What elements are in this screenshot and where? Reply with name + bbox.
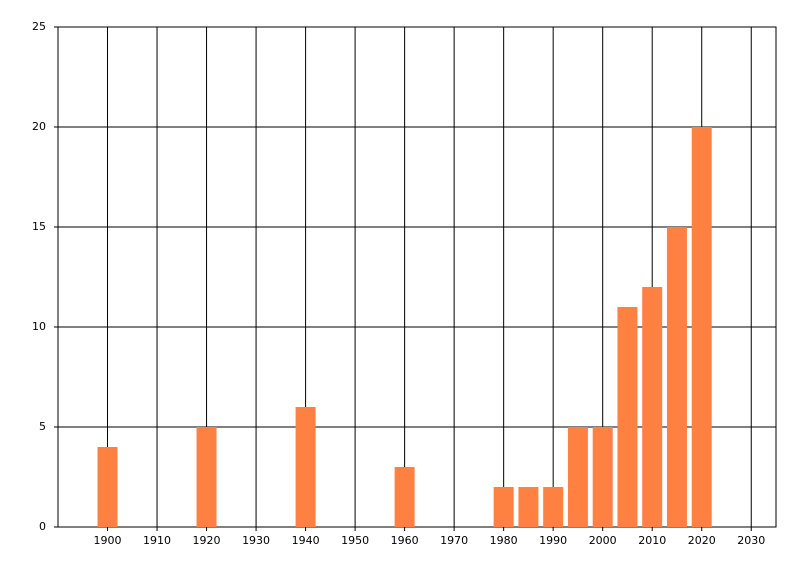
x-tick-label: 1940: [292, 534, 320, 547]
y-tick-label: 10: [32, 320, 46, 333]
x-tick-label: 2000: [589, 534, 617, 547]
bar: [394, 467, 415, 527]
bar: [97, 447, 118, 527]
bar: [642, 287, 663, 527]
x-tick-label: 1920: [193, 534, 221, 547]
x-tick-label: 2020: [688, 534, 716, 547]
bar: [592, 427, 613, 527]
bar: [543, 487, 564, 527]
y-tick-label: 0: [39, 520, 46, 533]
x-tick-label: 1910: [143, 534, 171, 547]
bar: [567, 427, 588, 527]
bar: [518, 487, 539, 527]
y-tick-label: 20: [32, 120, 46, 133]
x-tick-label: 1990: [539, 534, 567, 547]
bar: [691, 127, 712, 527]
bar: [617, 307, 638, 527]
x-tick-label: 1970: [440, 534, 468, 547]
bar: [493, 487, 514, 527]
bar: [666, 227, 687, 527]
x-tick-label: 1980: [490, 534, 518, 547]
x-tick-label: 1950: [341, 534, 369, 547]
x-tick-label: 1900: [94, 534, 122, 547]
x-tick-label: 2010: [638, 534, 666, 547]
bar: [196, 427, 217, 527]
y-tick-label: 25: [32, 20, 46, 33]
bar: [295, 407, 316, 527]
x-tick-label: 1930: [242, 534, 270, 547]
y-tick-label: 5: [39, 420, 46, 433]
x-tick-label: 1960: [391, 534, 419, 547]
y-tick-label: 15: [32, 220, 46, 233]
x-tick-label: 2030: [737, 534, 765, 547]
